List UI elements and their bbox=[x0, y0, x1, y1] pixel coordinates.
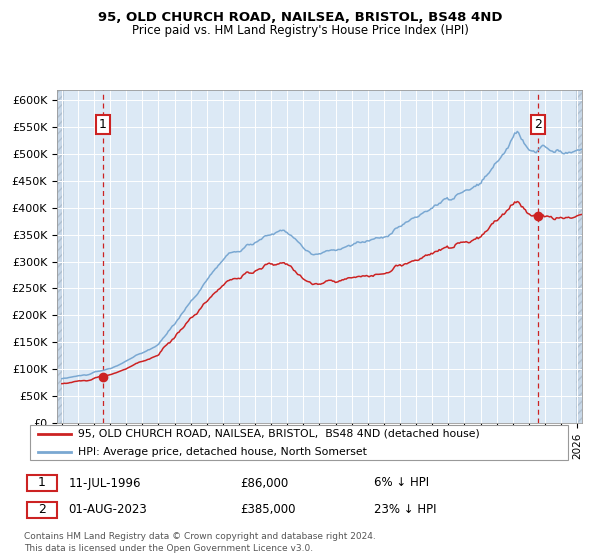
Text: 2: 2 bbox=[534, 118, 542, 131]
Text: £385,000: £385,000 bbox=[241, 503, 296, 516]
Text: Price paid vs. HM Land Registry's House Price Index (HPI): Price paid vs. HM Land Registry's House … bbox=[131, 24, 469, 36]
FancyBboxPatch shape bbox=[27, 475, 58, 491]
Text: 2: 2 bbox=[38, 503, 46, 516]
Text: 95, OLD CHURCH ROAD, NAILSEA, BRISTOL,  BS48 4ND (detached house): 95, OLD CHURCH ROAD, NAILSEA, BRISTOL, B… bbox=[78, 429, 479, 439]
Text: 1: 1 bbox=[98, 118, 107, 131]
Text: HPI: Average price, detached house, North Somerset: HPI: Average price, detached house, Nort… bbox=[78, 447, 367, 457]
FancyBboxPatch shape bbox=[29, 426, 568, 460]
Text: 95, OLD CHURCH ROAD, NAILSEA, BRISTOL, BS48 4ND: 95, OLD CHURCH ROAD, NAILSEA, BRISTOL, B… bbox=[98, 11, 502, 24]
Text: 11-JUL-1996: 11-JUL-1996 bbox=[68, 477, 141, 489]
Text: 6% ↓ HPI: 6% ↓ HPI bbox=[374, 477, 429, 489]
Text: Contains HM Land Registry data © Crown copyright and database right 2024.
This d: Contains HM Land Registry data © Crown c… bbox=[24, 533, 376, 553]
Text: 23% ↓ HPI: 23% ↓ HPI bbox=[374, 503, 436, 516]
Text: 1: 1 bbox=[38, 477, 46, 489]
Text: 01-AUG-2023: 01-AUG-2023 bbox=[68, 503, 147, 516]
Text: £86,000: £86,000 bbox=[241, 477, 289, 489]
FancyBboxPatch shape bbox=[27, 502, 58, 518]
